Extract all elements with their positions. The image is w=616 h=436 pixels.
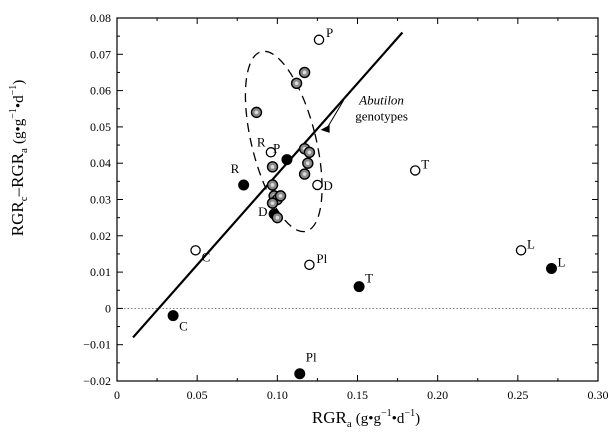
open-circle-point [313,34,325,46]
point-label: L [527,236,535,251]
point-label: R [231,161,240,176]
gray-point-center [302,70,307,75]
genotype-ellipse [244,50,323,233]
point-label: L [558,254,566,269]
filled-circle-point [546,262,558,274]
y-tick-label: −0.02 [83,374,111,388]
open-circle-point [265,147,277,158]
gray-point-center [278,194,283,198]
x-tick-label: 0.30 [588,388,609,402]
point-label: D [258,204,267,219]
y-tick-label: 0 [105,301,111,315]
filled-circle-point [353,281,365,293]
annotation-arrowhead [320,124,330,133]
plot-frame [116,17,599,382]
x-axis-label: RGRa (g•g−1•d−1) [312,408,420,430]
filled-circle-point [238,179,250,191]
gray-point-center [275,215,280,220]
genotype-ellipse-shape [244,50,323,233]
point-label: Pl [306,350,317,365]
y-tick-label: 0.08 [90,11,111,25]
annotation-arrow-line [326,100,344,130]
gray-point-center [305,161,310,165]
gray-point-center [254,110,259,115]
annotation-genus: Abutilon [358,92,404,107]
y-tick-label: 0.01 [90,265,111,279]
open-circle-point [312,179,323,191]
gray-point-center [270,183,275,187]
open-circle-point [409,165,421,176]
filled-circle-point [281,154,293,166]
point-label: T [421,156,429,171]
point-label: C [202,249,211,264]
y-tick-label: −0.01 [83,338,111,352]
point-label: C [179,319,188,334]
y-axis-label: RGRc–RGRa(g•g−1•d−1) [8,80,30,237]
gray-point-center [270,201,275,205]
open-circle-point [190,245,201,256]
y-tick-label: 0.04 [90,156,111,170]
x-axis-ticks: 0 0.05 0.10 0.15 0.20 0.25 0.30 [114,18,609,402]
y-tick-label: 0.06 [90,84,111,98]
x-tick-label: 0 [114,388,120,402]
gray-point-center [307,150,312,155]
point-label: R [257,134,266,149]
gray-point-center [294,81,299,86]
filled-circle-point [294,368,306,380]
point-label: T [365,271,373,286]
point-label: Pl [316,251,327,266]
x-tick-label: 0.05 [187,388,208,402]
x-tick-label: 0.10 [267,388,288,402]
point-label: P [273,141,280,156]
x-tick-label: 0.25 [507,388,528,402]
y-axis-ticks: −0.02 −0.01 0 0.01 0.02 0.03 0.04 0.05 0.06 0.07 0… [83,11,598,388]
x-tick-label: 0.15 [347,388,368,402]
gray-point-center [270,165,275,169]
point-label: P [326,25,333,40]
y-tick-label: 0.02 [90,229,111,243]
y-tick-label: 0.05 [90,120,111,134]
y-tick-label: 0.03 [90,193,111,207]
open-circle-point [515,245,527,256]
open-circle-point [304,259,315,271]
point-label: D [323,178,332,193]
gray-point-center [302,172,307,176]
plot-border [116,17,599,382]
y-tick-label: 0.07 [90,47,111,61]
x-tick-label: 0.20 [427,388,448,402]
annotation-text: genotypes [355,108,408,123]
filled-circle-point [167,310,179,322]
